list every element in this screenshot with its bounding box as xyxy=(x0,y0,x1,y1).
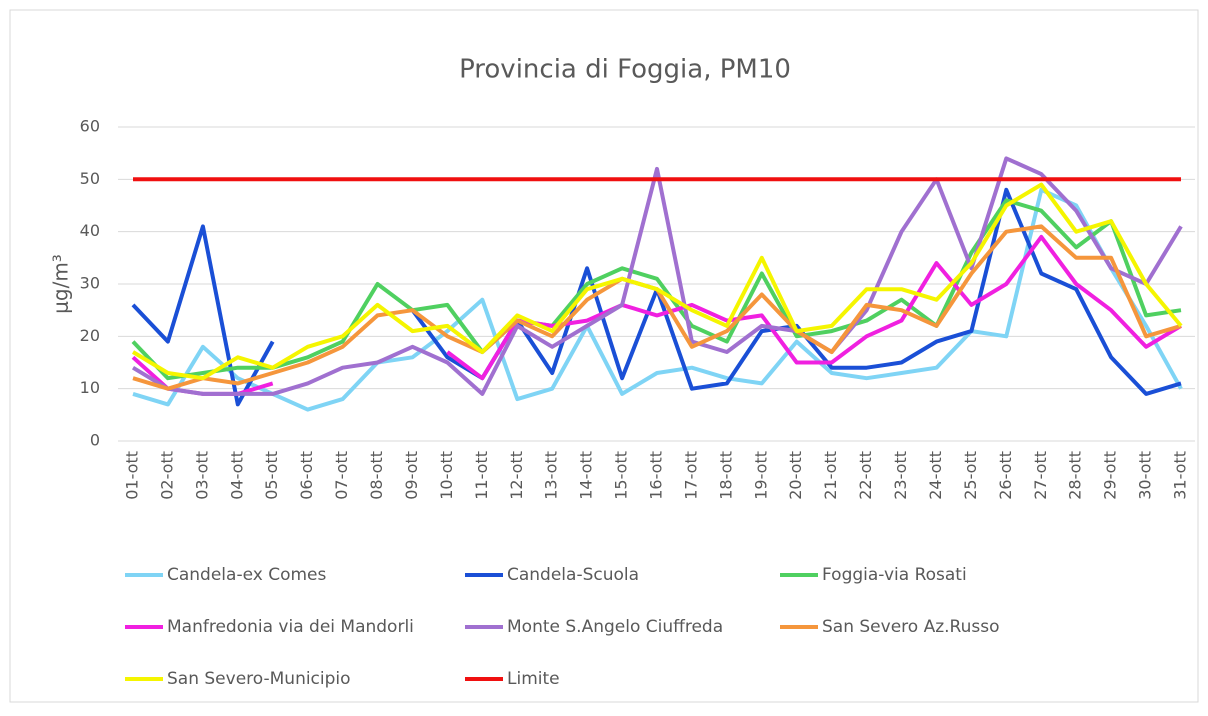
legend-label: Limite xyxy=(507,669,560,689)
x-tick-label: 30-ott xyxy=(1136,451,1155,500)
x-tick-label: 07-ott xyxy=(332,451,351,500)
x-tick-label: 13-ott xyxy=(542,451,561,500)
y-tick-label: 50 xyxy=(80,169,100,188)
x-tick-label: 09-ott xyxy=(402,451,421,500)
legend-label: Manfredonia via dei Mandorli xyxy=(167,617,414,637)
x-tick-label: 27-ott xyxy=(1031,451,1050,500)
x-tick-label: 21-ott xyxy=(821,451,840,500)
x-tick-label: 26-ott xyxy=(996,451,1015,500)
y-tick-label: 0 xyxy=(90,431,100,450)
x-tick-label: 14-ott xyxy=(577,451,596,500)
legend-label: San Severo-Municipio xyxy=(167,669,351,689)
y-tick-label: 10 xyxy=(80,378,100,397)
x-tick-label: 10-ott xyxy=(437,451,456,500)
x-tick-label: 05-ott xyxy=(262,451,281,500)
x-tick-label: 23-ott xyxy=(891,451,910,500)
legend-label: Candela-Scuola xyxy=(507,565,639,585)
x-tick-label: 28-ott xyxy=(1066,451,1085,500)
x-tick-label: 16-ott xyxy=(647,451,666,500)
x-tick-label: 11-ott xyxy=(472,451,491,500)
x-tick-label: 17-ott xyxy=(681,451,700,500)
x-tick-label: 08-ott xyxy=(367,451,386,500)
x-tick-label: 04-ott xyxy=(227,451,246,500)
legend-label: Candela-ex Comes xyxy=(167,565,327,585)
x-tick-label: 31-ott xyxy=(1171,451,1190,500)
series-line xyxy=(131,156,1183,396)
x-tick-label: 20-ott xyxy=(786,451,805,500)
series-line xyxy=(131,182,1183,381)
x-tick-label: 25-ott xyxy=(961,451,980,500)
x-tick-label: 01-ott xyxy=(123,451,142,500)
y-tick-label: 20 xyxy=(80,326,100,345)
y-tick-label: 60 xyxy=(80,117,100,136)
x-tick-label: 02-ott xyxy=(157,451,176,500)
legend-label: San Severo Az.Russo xyxy=(822,617,999,637)
x-tick-label: 18-ott xyxy=(716,451,735,500)
series-line xyxy=(131,187,1182,407)
y-tick-label: 40 xyxy=(80,221,100,240)
series-line xyxy=(131,198,1182,381)
series-line xyxy=(132,187,1183,412)
legend-label: Foggia-via Rosati xyxy=(822,565,967,585)
x-tick-label: 03-ott xyxy=(192,451,211,500)
y-axis-label: μg/m³ xyxy=(49,254,73,314)
x-tick-label: 12-ott xyxy=(507,451,526,500)
x-tick-label: 22-ott xyxy=(856,451,875,500)
x-tick-label: 19-ott xyxy=(751,451,770,500)
x-tick-label: 29-ott xyxy=(1101,451,1120,500)
x-tick-label: 15-ott xyxy=(612,451,631,500)
y-tick-label: 30 xyxy=(80,274,100,293)
legend-label: Monte S.Angelo Ciuffreda xyxy=(507,617,723,637)
chart-title: Provincia di Foggia, PM10 xyxy=(459,55,791,85)
x-tick-label: 24-ott xyxy=(926,451,945,500)
x-tick-label: 06-ott xyxy=(297,451,316,500)
